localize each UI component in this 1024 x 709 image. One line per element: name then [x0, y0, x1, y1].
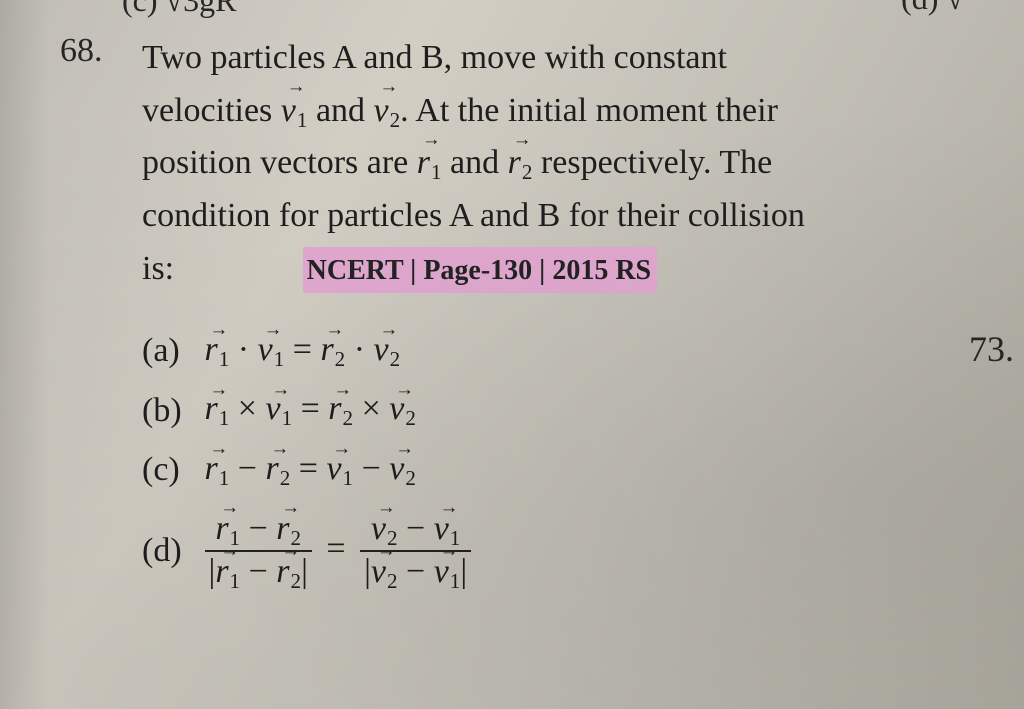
- stem-text: position vectors are: [142, 144, 417, 181]
- vector-r2: →r2: [320, 331, 345, 372]
- vector-r1: →r1: [205, 331, 230, 372]
- vector-r2: →r2: [508, 137, 533, 190]
- stem-text: and: [442, 144, 508, 181]
- option-d-expression: →r1 − →r2 |→r1 − →r2| = →v2 − →v1 |→v2 −…: [205, 509, 472, 593]
- vector-v1: →v1: [258, 331, 285, 372]
- vector-r2: →r2: [328, 390, 353, 431]
- vector-r1: →r1: [205, 390, 230, 431]
- stem-text: is:: [142, 250, 174, 287]
- option-a: (a) →r1 · →v1 = →r2 · →v2: [142, 330, 471, 372]
- fraction-left: →r1 − →r2 |→r1 − →r2|: [205, 509, 312, 593]
- vector-r2: →r2: [265, 450, 290, 491]
- vector-v1: →v1: [265, 390, 292, 431]
- page-root: (c) √3gR (d) √ 68. Two particles A and B…: [0, 0, 1024, 709]
- option-label: (d): [142, 532, 196, 570]
- option-b: (b) →r1 × →v1 = →r2 × →v2: [142, 390, 471, 432]
- options-block: (a) →r1 · →v1 = →r2 · →v2 (b) →r1 × →v1 …: [142, 330, 471, 611]
- question-stem: Two particles A and B, move with constan…: [142, 32, 942, 295]
- stem-line-4: condition for particles A and B for thei…: [142, 190, 942, 243]
- vector-v1: →v1: [281, 85, 308, 138]
- previous-option-d-partial: (d) √: [901, 0, 964, 17]
- option-a-expression: →r1 · →v1 = →r2 · →v2: [205, 331, 401, 372]
- stem-line-3: position vectors are →r1 and →r2 respect…: [142, 137, 942, 190]
- vector-v2: →v2: [374, 85, 401, 138]
- vector-r1: →r1: [205, 450, 230, 491]
- question-number: 68.: [60, 32, 103, 70]
- stem-text: . At the initial moment their: [400, 92, 778, 129]
- fraction-right: →v2 − →v1 |→v2 − →v1|: [360, 509, 471, 593]
- vector-r1: →r1: [417, 137, 442, 190]
- vector-v2: →v2: [374, 331, 401, 372]
- vector-v2: →v2: [389, 390, 416, 431]
- option-label: (b): [142, 392, 196, 430]
- option-b-expression: →r1 × →v1 = →r2 × →v2: [205, 390, 416, 431]
- option-c: (c) →r1 − →r2 = →v1 − →v2: [142, 449, 471, 491]
- stem-line-5: is: NCERT | Page-130 | 2015 RS: [142, 243, 942, 296]
- page-shadow-left: [0, 0, 50, 709]
- vector-v2: →v2: [389, 450, 416, 491]
- vector-v1: →v1: [326, 450, 353, 491]
- stem-text: velocities: [142, 92, 281, 129]
- stem-text: respectively. The: [532, 144, 772, 181]
- stem-line-2: velocities →v1 and →v2. At the initial m…: [142, 85, 942, 138]
- option-label: (c): [142, 451, 196, 489]
- equals: =: [320, 530, 360, 567]
- option-label: (a): [142, 332, 196, 370]
- stem-text: and: [307, 92, 373, 129]
- reference-highlight: NCERT | Page-130 | 2015 RS: [303, 247, 658, 293]
- stem-line-1: Two particles A and B, move with constan…: [142, 32, 942, 85]
- previous-option-c-partial: (c) √3gR: [122, 0, 236, 19]
- next-question-number: 73.: [969, 328, 1014, 370]
- option-d: (d) →r1 − →r2 |→r1 − →r2| = →v2 − →v1: [142, 509, 471, 593]
- option-c-expression: →r1 − →r2 = →v1 − →v2: [205, 450, 416, 491]
